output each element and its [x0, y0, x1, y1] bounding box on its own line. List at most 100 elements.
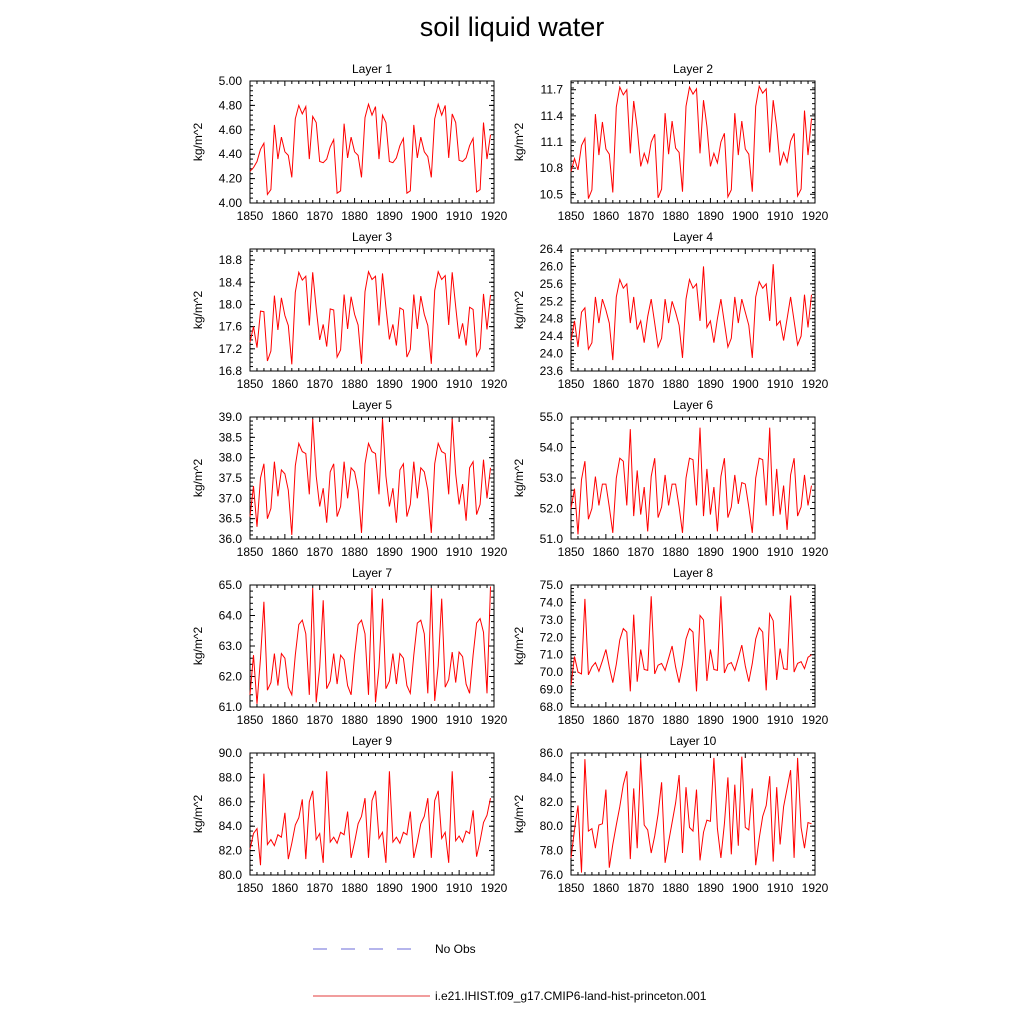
y-tick-label: 37.5: [219, 471, 243, 485]
chart-panel: Layer 9 kg/m^2 1850 1860 1870 1880 1890 1900 191…: [191, 734, 508, 895]
y-tick-label: 11.7: [541, 83, 564, 97]
x-tick-label: 1870: [306, 209, 333, 223]
series-line: [249, 102, 491, 196]
y-tick-label: 53.0: [540, 471, 564, 485]
x-tick-label: 1860: [272, 377, 299, 391]
x-tick-label: 1920: [481, 545, 508, 559]
y-axis-label: kg/m^2: [191, 459, 205, 498]
x-tick-label: 1910: [767, 881, 794, 895]
y-tick-label: 4.00: [219, 196, 243, 210]
x-tick-label: 1850: [237, 377, 264, 391]
x-tick-label: 1880: [341, 377, 368, 391]
x-tick-label: 1900: [411, 881, 438, 895]
x-tick-label: 1850: [558, 209, 585, 223]
x-tick-label: 1910: [446, 881, 473, 895]
y-axis-label: kg/m^2: [191, 795, 205, 834]
y-tick-label: 18.4: [219, 275, 243, 289]
y-tick-label: 65.0: [219, 578, 243, 592]
x-tick-label: 1920: [802, 209, 829, 223]
chart-panel: Layer 6 kg/m^2 1850 1860 1870 1880 1890 1900 191…: [512, 398, 829, 559]
y-tick-label: 55.0: [540, 410, 564, 424]
panel-title: Layer 4: [673, 230, 713, 244]
panel-title: Layer 10: [670, 734, 717, 748]
x-tick-label: 1890: [376, 545, 403, 559]
y-tick-label: 4.80: [219, 98, 243, 112]
y-tick-label: 86.0: [540, 746, 564, 760]
chart-panel: Layer 1 kg/m^2 1850 1860 1870 1880 1890 1900 191…: [191, 62, 508, 223]
series-line: [570, 595, 812, 692]
y-axis-label: kg/m^2: [512, 795, 526, 834]
y-tick-label: 76.0: [540, 868, 564, 882]
y-tick-label: 84.0: [219, 819, 243, 833]
series-line: [570, 84, 812, 199]
chart-panel: Layer 5 kg/m^2 1850 1860 1870 1880 1890 1900 191…: [191, 398, 508, 559]
y-tick-label: 54.0: [540, 441, 564, 455]
x-tick-label: 1860: [272, 209, 299, 223]
series-line: [570, 264, 812, 361]
x-tick-label: 1870: [627, 209, 654, 223]
x-tick-label: 1860: [272, 713, 299, 727]
x-tick-label: 1890: [376, 881, 403, 895]
y-tick-label: 10.5: [540, 187, 564, 201]
x-tick-label: 1880: [341, 209, 368, 223]
y-tick-label: 51.0: [540, 532, 564, 546]
y-tick-label: 78.0: [540, 844, 564, 858]
x-tick-label: 1910: [767, 209, 794, 223]
y-tick-label: 63.0: [219, 639, 243, 653]
x-tick-label: 1880: [662, 881, 689, 895]
x-tick-label: 1860: [593, 881, 620, 895]
x-tick-label: 1850: [237, 209, 264, 223]
y-tick-label: 25.2: [540, 294, 564, 308]
x-tick-label: 1870: [627, 881, 654, 895]
panel-title: Layer 9: [352, 734, 392, 748]
x-tick-label: 1900: [732, 713, 759, 727]
x-tick-label: 1900: [411, 377, 438, 391]
x-tick-label: 1860: [272, 545, 299, 559]
y-tick-label: 72.0: [540, 630, 564, 644]
x-tick-label: 1880: [662, 209, 689, 223]
x-tick-label: 1860: [593, 713, 620, 727]
plot-frame: [249, 248, 495, 372]
x-tick-label: 1890: [376, 209, 403, 223]
y-tick-label: 73.0: [540, 613, 564, 627]
x-tick-label: 1900: [732, 377, 759, 391]
x-tick-label: 1850: [558, 377, 585, 391]
y-tick-label: 52.0: [540, 502, 564, 516]
y-tick-label: 36.5: [219, 512, 243, 526]
x-tick-label: 1880: [341, 713, 368, 727]
x-tick-label: 1920: [802, 881, 829, 895]
y-tick-label: 4.40: [219, 147, 243, 161]
y-tick-label: 18.0: [219, 297, 243, 311]
x-tick-label: 1860: [272, 881, 299, 895]
x-tick-label: 1850: [558, 713, 585, 727]
x-tick-label: 1910: [767, 545, 794, 559]
x-tick-label: 1900: [732, 881, 759, 895]
x-tick-label: 1890: [697, 545, 724, 559]
series-line: [249, 270, 491, 365]
plot-frame: [570, 752, 816, 876]
x-tick-label: 1910: [767, 377, 794, 391]
page-title: soil liquid water: [419, 12, 605, 42]
y-axis-label: kg/m^2: [191, 123, 205, 162]
chart-panel: Layer 4 kg/m^2 1850 1860 1870 1880 1890 1900 191…: [512, 230, 829, 391]
x-tick-label: 1880: [662, 545, 689, 559]
x-tick-label: 1910: [446, 713, 473, 727]
y-tick-label: 37.0: [219, 491, 243, 505]
y-tick-label: 80.0: [540, 819, 564, 833]
x-tick-label: 1870: [306, 713, 333, 727]
panel-title: Layer 5: [352, 398, 392, 412]
series-line: [249, 771, 491, 866]
x-tick-label: 1920: [481, 209, 508, 223]
panel-title: Layer 6: [673, 398, 713, 412]
y-tick-label: 90.0: [219, 746, 243, 760]
y-tick-label: 64.0: [219, 609, 243, 623]
panel-title: Layer 1: [352, 62, 392, 76]
x-tick-label: 1900: [411, 713, 438, 727]
x-tick-label: 1900: [411, 545, 438, 559]
legend-label-no-obs: No Obs: [435, 942, 476, 956]
x-tick-label: 1920: [481, 881, 508, 895]
x-tick-label: 1890: [376, 377, 403, 391]
x-tick-label: 1870: [627, 713, 654, 727]
y-tick-label: 5.00: [219, 74, 243, 88]
